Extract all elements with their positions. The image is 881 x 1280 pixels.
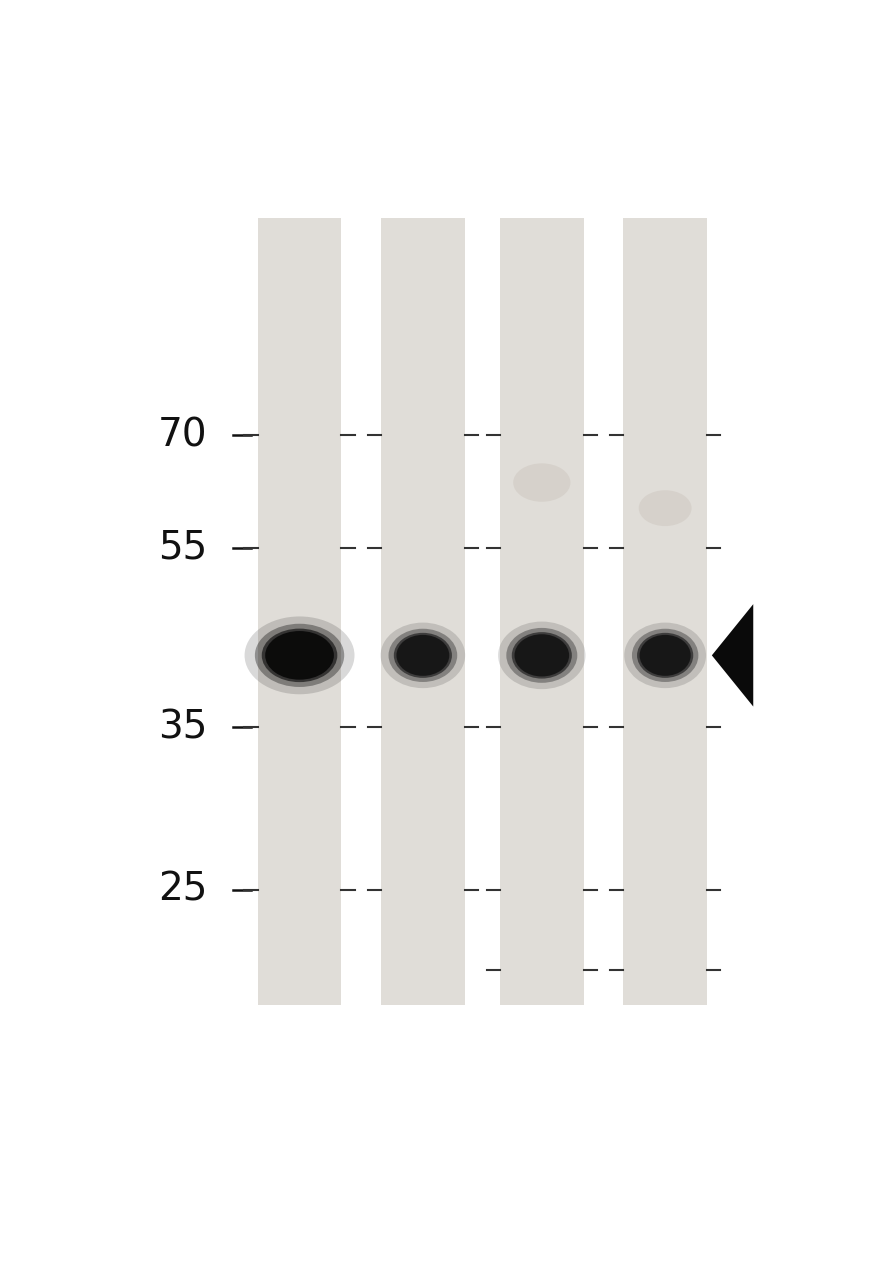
Bar: [381, 218, 465, 1005]
Ellipse shape: [640, 635, 691, 676]
Ellipse shape: [498, 622, 586, 689]
Polygon shape: [712, 604, 753, 707]
Ellipse shape: [262, 628, 337, 682]
Bar: [258, 218, 342, 1005]
Ellipse shape: [513, 463, 571, 502]
Ellipse shape: [637, 632, 693, 678]
Text: 35: 35: [158, 708, 207, 746]
Ellipse shape: [507, 628, 577, 682]
Ellipse shape: [632, 628, 699, 682]
Text: 25: 25: [158, 870, 207, 909]
Ellipse shape: [512, 632, 572, 678]
Text: 55: 55: [158, 529, 207, 567]
Ellipse shape: [396, 635, 449, 676]
Ellipse shape: [245, 617, 354, 694]
Bar: [624, 218, 707, 1005]
Ellipse shape: [394, 632, 452, 678]
Text: 70: 70: [158, 416, 207, 454]
Ellipse shape: [389, 628, 457, 682]
Ellipse shape: [381, 622, 465, 689]
Ellipse shape: [515, 635, 569, 677]
Ellipse shape: [639, 490, 692, 526]
Ellipse shape: [265, 631, 334, 680]
Ellipse shape: [625, 622, 706, 689]
Ellipse shape: [255, 623, 344, 687]
Bar: [500, 218, 583, 1005]
